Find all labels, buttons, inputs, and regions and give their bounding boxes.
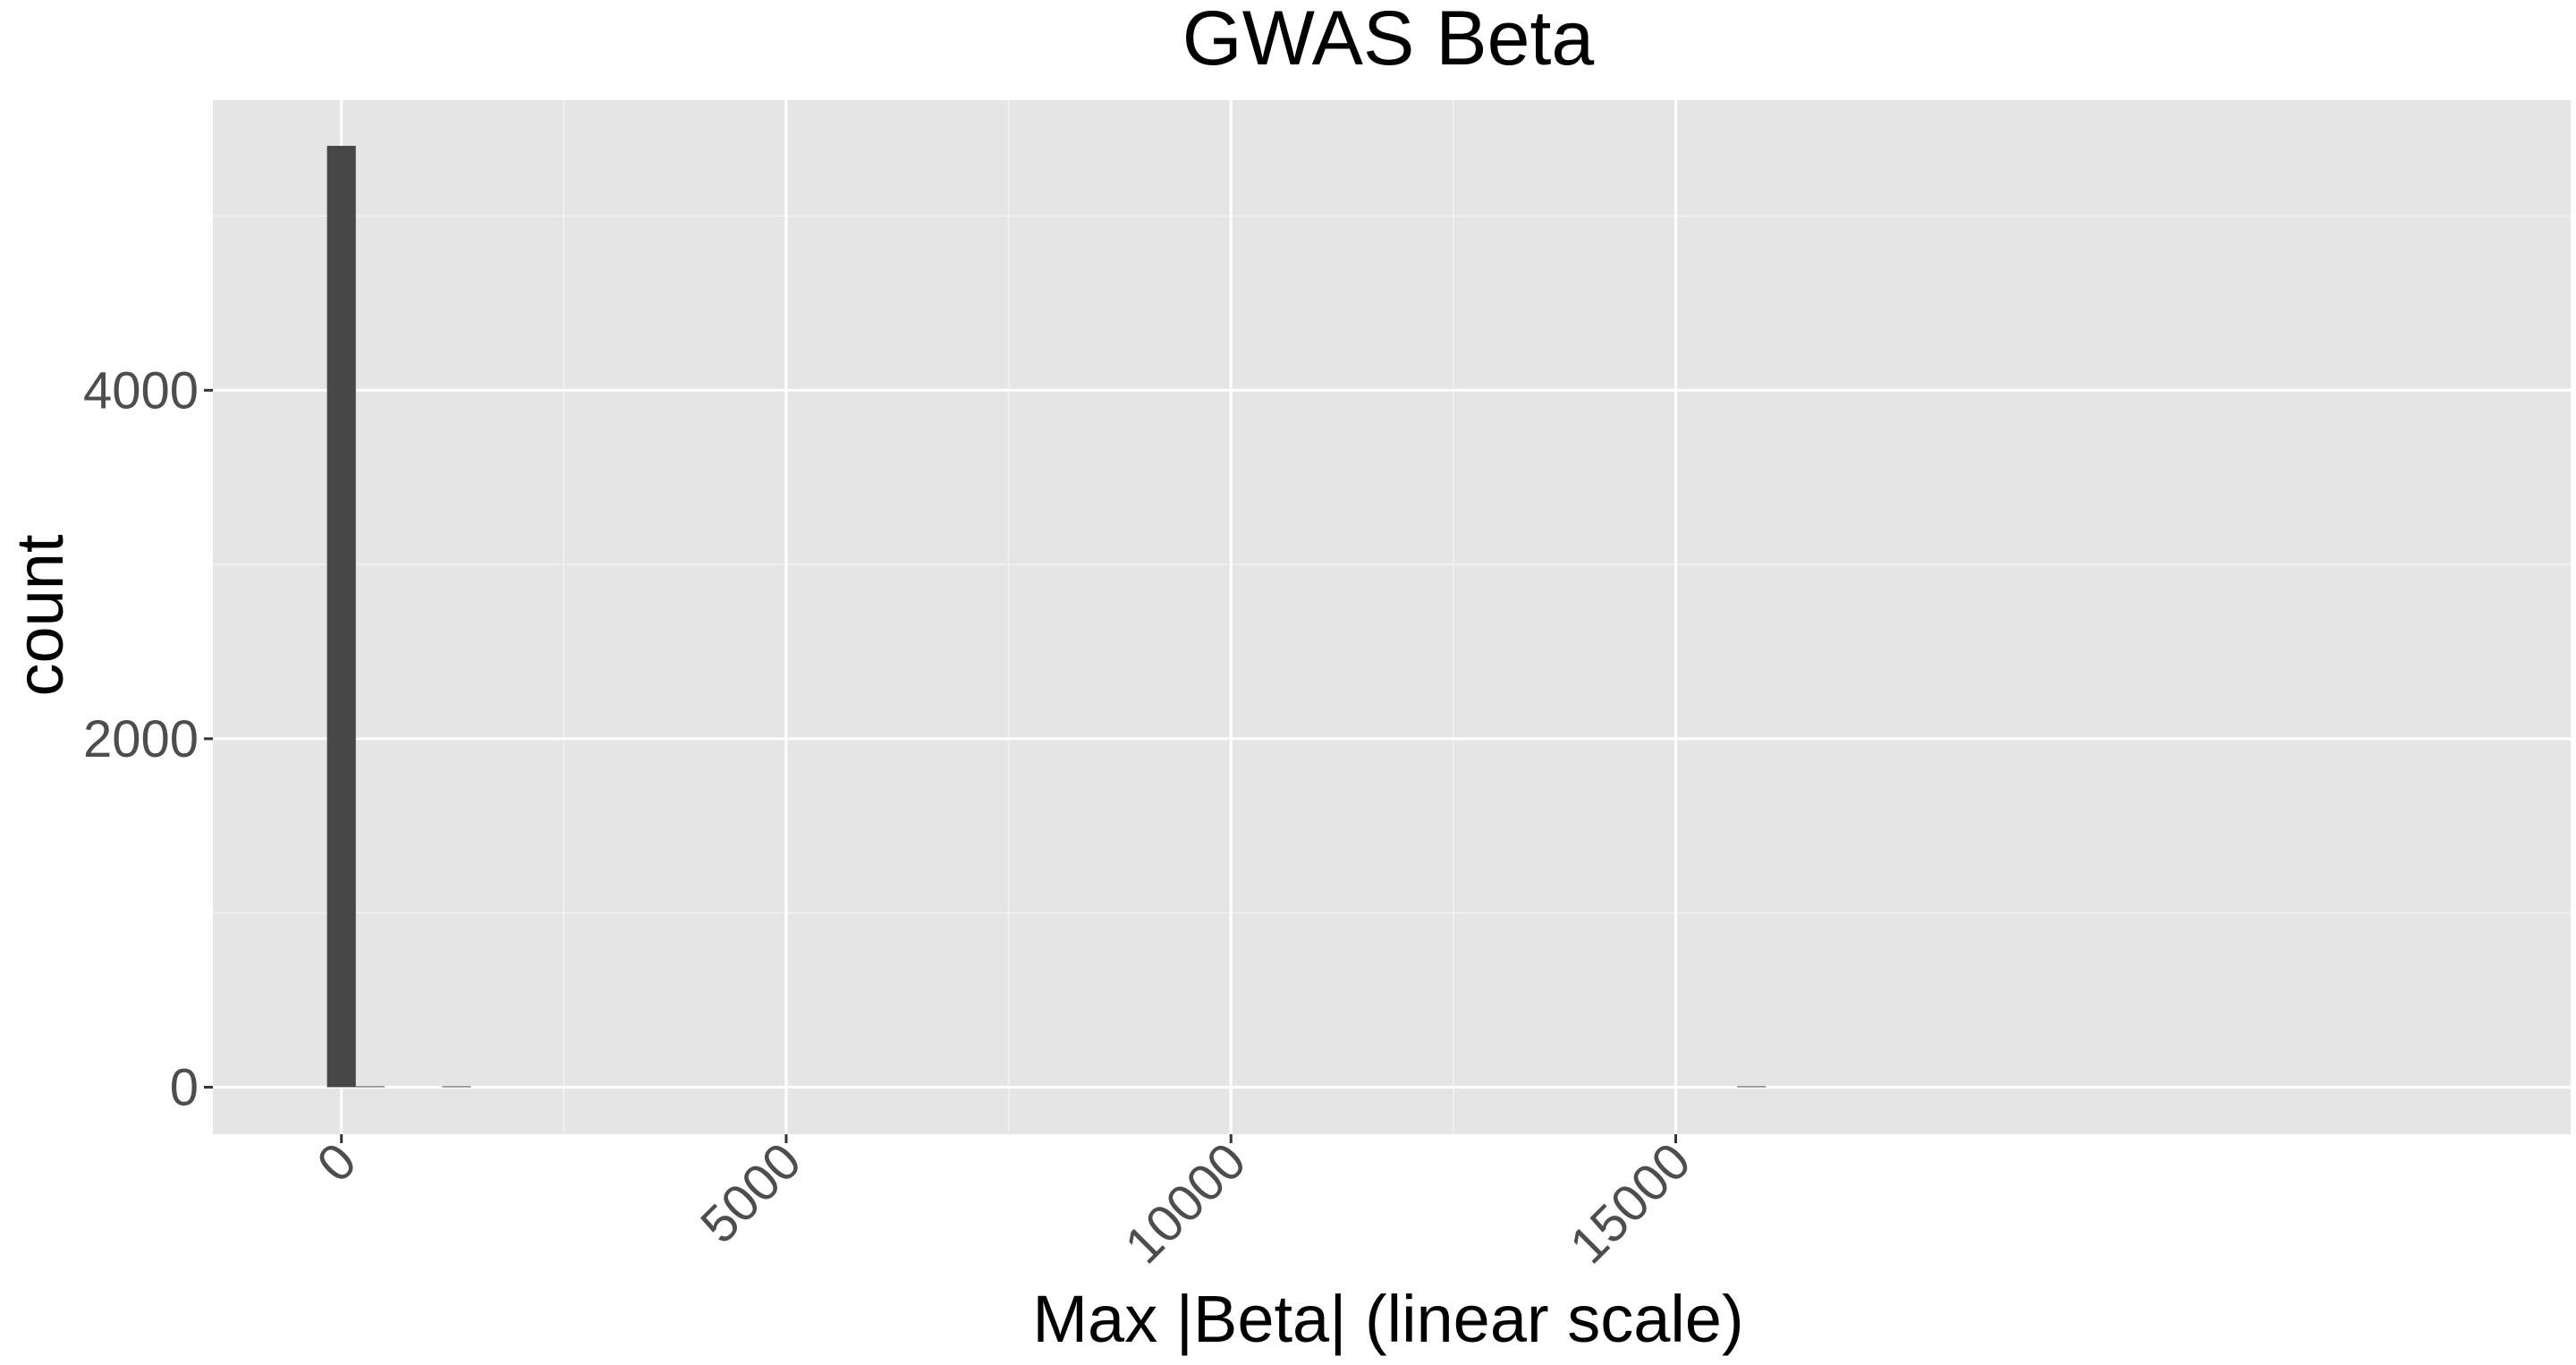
y-axis-title: count: [3, 534, 77, 696]
x-tick-label: 15000: [1559, 1132, 1702, 1275]
histogram-bar: [326, 146, 356, 1088]
y-tick-label: 2000: [83, 710, 199, 768]
histogram-bars: [326, 146, 1767, 1088]
histogram-bar: [442, 1086, 471, 1088]
x-axis-title: Max |Beta| (linear scale): [1032, 1282, 1743, 1356]
chart-title: GWAS Beta: [1182, 0, 1595, 81]
x-tick-label: 10000: [1114, 1132, 1257, 1275]
y-tick-label: 0: [170, 1058, 199, 1116]
x-tick-label: 0: [306, 1132, 368, 1193]
x-tick-label: 5000: [690, 1132, 812, 1254]
panel-background: [213, 100, 2571, 1134]
plot-panel: [213, 100, 2571, 1134]
histogram-bar: [355, 1086, 385, 1088]
y-tick-label: 4000: [83, 361, 199, 420]
histogram-bar: [1737, 1086, 1767, 1088]
